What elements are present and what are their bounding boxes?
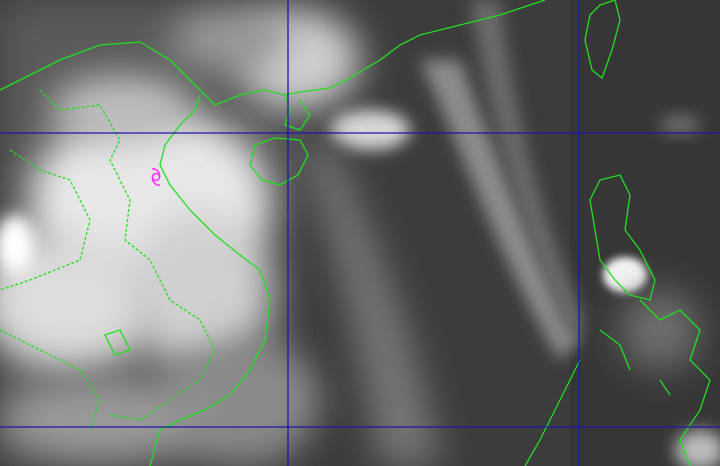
vietnam-border	[39, 89, 216, 421]
leizhou-peninsula	[284, 94, 311, 131]
typhoon-symbol-icon	[151, 168, 161, 186]
vietnam-coast	[149, 94, 271, 466]
hainan-coast	[249, 137, 309, 186]
cambodia-border	[0, 329, 101, 431]
philippines-islands	[524, 299, 711, 466]
luzon-coast	[589, 174, 656, 301]
tonle-sap	[104, 329, 131, 356]
laos-border	[0, 149, 91, 291]
taiwan-coast	[584, 0, 621, 80]
